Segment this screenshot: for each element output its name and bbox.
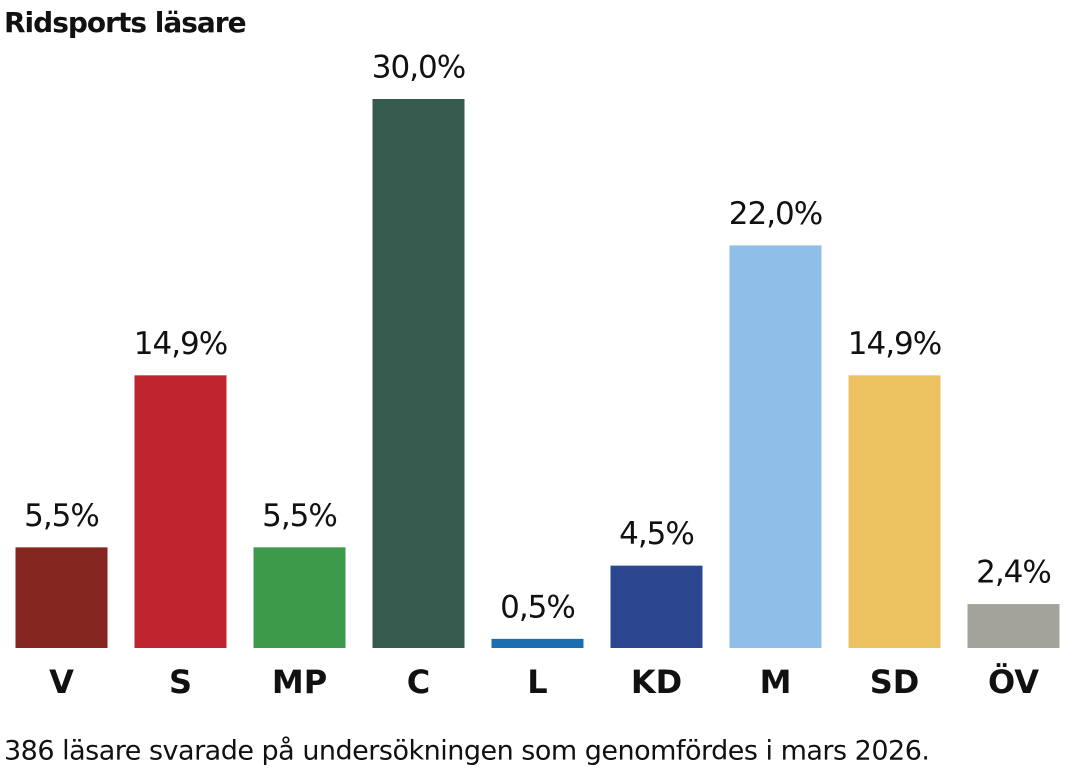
bar bbox=[372, 99, 465, 648]
value-label: 0,5% bbox=[500, 589, 575, 625]
value-label: 30,0% bbox=[372, 50, 465, 86]
bar bbox=[610, 565, 703, 648]
value-label: 22,0% bbox=[729, 196, 822, 232]
x-tick-label: M bbox=[760, 663, 792, 701]
x-tick-label: KD bbox=[631, 663, 682, 701]
bar bbox=[134, 375, 227, 648]
value-label: 5,5% bbox=[262, 498, 337, 534]
x-tick-label: MP bbox=[272, 663, 327, 701]
bar bbox=[967, 604, 1060, 648]
value-label: 14,9% bbox=[848, 326, 941, 362]
x-tick-label: SD bbox=[870, 663, 920, 701]
bar bbox=[729, 245, 822, 648]
caption: 386 läsare svarade på undersökningen som… bbox=[4, 736, 929, 767]
x-tick-label: ÖV bbox=[988, 663, 1039, 701]
value-label: 5,5% bbox=[24, 498, 99, 534]
value-label: 4,5% bbox=[619, 516, 694, 552]
x-tick-label: C bbox=[407, 663, 430, 701]
value-label: 2,4% bbox=[976, 555, 1051, 591]
bar bbox=[253, 547, 346, 648]
x-tick-label: S bbox=[169, 663, 192, 701]
bar bbox=[15, 547, 108, 648]
chart-title: Ridsports läsare bbox=[4, 6, 246, 39]
value-label: 14,9% bbox=[134, 326, 227, 362]
bar bbox=[491, 638, 584, 648]
x-tick-label: L bbox=[527, 663, 547, 701]
x-tick-label: V bbox=[49, 663, 74, 701]
bar bbox=[848, 375, 941, 648]
